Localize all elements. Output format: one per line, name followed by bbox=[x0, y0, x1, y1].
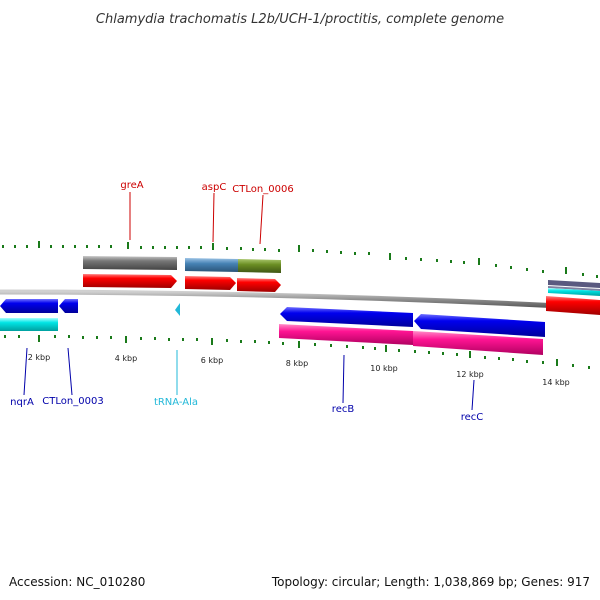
reverse-scale bbox=[4, 335, 590, 369]
aspC-cds-arrow[interactable] bbox=[185, 276, 236, 290]
tick-label-14kbp: 14 kbp bbox=[542, 378, 570, 387]
steel-feature-bar[interactable] bbox=[185, 258, 238, 272]
forward-features bbox=[83, 256, 600, 315]
gene-labels: greA aspC CTLon_0006 nqrA CTLon_0003 tRN… bbox=[10, 180, 483, 423]
tick-label-4kbp: 4 kbp bbox=[115, 354, 137, 363]
gene-label-greA[interactable]: greA bbox=[120, 180, 143, 191]
recB-cds-arrow[interactable] bbox=[280, 307, 413, 327]
genome-backbone bbox=[0, 289, 600, 311]
tRNA-Ala-marker[interactable] bbox=[175, 303, 180, 316]
right-cyan-stripe[interactable] bbox=[548, 288, 600, 296]
tick-label-6kbp: 6 kbp bbox=[201, 356, 223, 365]
recC-feature-bar[interactable] bbox=[413, 331, 543, 355]
forward-scale bbox=[2, 241, 598, 278]
gene-label-tRNA-Ala[interactable]: tRNA-Ala bbox=[154, 397, 198, 408]
right-red-feature[interactable] bbox=[546, 296, 600, 315]
recB-leader bbox=[342, 354, 345, 404]
gene-label-recB[interactable]: recB bbox=[332, 404, 355, 415]
recC-leader bbox=[471, 379, 475, 411]
tick-label-8kbp: 8 kbp bbox=[286, 359, 308, 368]
gene-label-aspC[interactable]: aspC bbox=[202, 182, 227, 193]
scale-labels: 2 kbp 4 kbp 6 kbp 8 kbp 10 kbp 12 kbp 14… bbox=[28, 353, 570, 387]
CTLon_0003-cds-arrow[interactable] bbox=[59, 299, 78, 313]
nqrA-cds-arrow[interactable] bbox=[0, 299, 58, 313]
nqrA-leader bbox=[23, 347, 28, 396]
grey-feature-bar[interactable] bbox=[83, 256, 177, 270]
tick-label-2kbp: 2 kbp bbox=[28, 353, 50, 362]
gene-label-CTLon_0006[interactable]: CTLon_0006 bbox=[232, 184, 293, 195]
aspC-leader bbox=[212, 192, 215, 243]
CTLon_0006-leader bbox=[259, 194, 264, 245]
gene-label-nqrA[interactable]: nqrA bbox=[10, 397, 34, 408]
CTLon_0006-cds-arrow[interactable] bbox=[237, 278, 281, 292]
map-title: Chlamydia trachomatis L2b/UCH-1/proctiti… bbox=[96, 12, 504, 27]
gene-label-CTLon_0003[interactable]: CTLon_0003 bbox=[42, 396, 103, 407]
greA-cds-arrow[interactable] bbox=[83, 274, 177, 288]
tick-label-12kbp: 12 kbp bbox=[456, 370, 484, 379]
recB-feature-bar[interactable] bbox=[279, 324, 413, 345]
olive-feature-bar[interactable] bbox=[238, 259, 281, 273]
recC-cds-arrow[interactable] bbox=[414, 314, 545, 337]
gene-label-recC[interactable]: recC bbox=[461, 412, 484, 423]
genome-summary-text: Topology: circular; Length: 1,038,869 bp… bbox=[271, 575, 590, 589]
reverse-features bbox=[0, 299, 545, 355]
right-steel-stripe[interactable] bbox=[548, 286, 600, 291]
label-leaders bbox=[23, 192, 475, 411]
nqrA-rna-bar[interactable] bbox=[0, 318, 58, 331]
accession-text: Accession: NC_010280 bbox=[9, 575, 145, 589]
CTLon_0003-leader bbox=[67, 347, 73, 396]
right-grey-stripe[interactable] bbox=[548, 280, 600, 288]
tick-label-10kbp: 10 kbp bbox=[370, 364, 398, 373]
